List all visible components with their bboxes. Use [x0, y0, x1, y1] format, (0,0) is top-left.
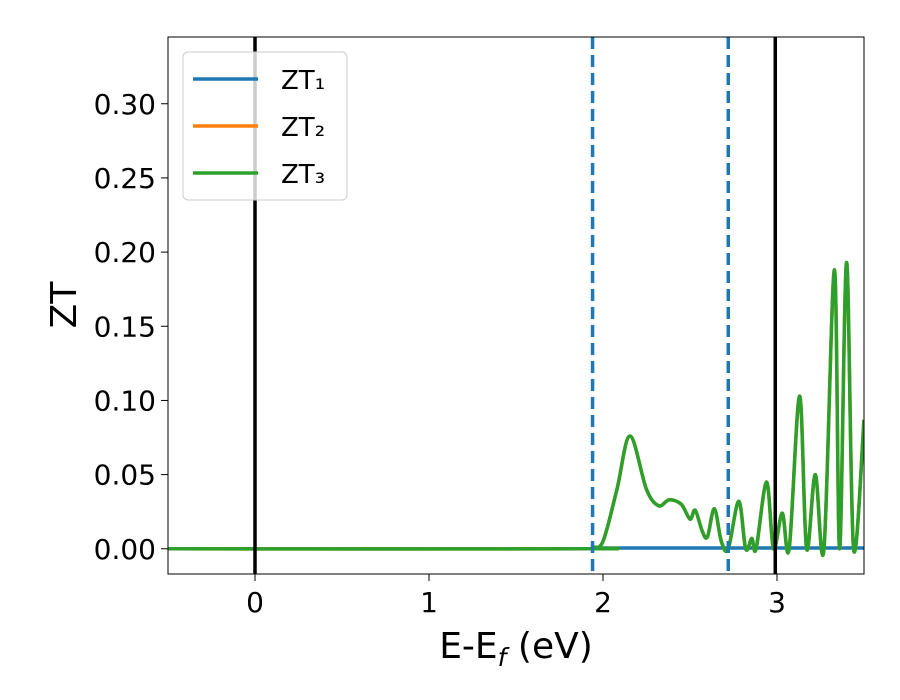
y-tick-label: 0.15 — [94, 310, 156, 343]
x-tick-label: 0 — [246, 586, 264, 619]
x-axis-label-part: (eV) — [506, 626, 592, 667]
legend-box — [182, 51, 348, 201]
plot-frame — [167, 36, 865, 575]
y-axis-label: ZT — [44, 281, 85, 329]
y-tick-label: 0.05 — [94, 459, 156, 492]
x-tick-label: 2 — [594, 586, 612, 619]
y-tick-label: 0.30 — [94, 88, 156, 121]
y-tick-label: 0.00 — [94, 533, 156, 566]
x-axis-label-part: E-E — [439, 626, 497, 667]
x-axis-label: E-Ef (eV) — [439, 626, 593, 672]
legend-label: ZT₃ — [281, 160, 325, 190]
series-line — [168, 260, 864, 558]
y-tick-label: 0.10 — [94, 384, 156, 417]
legend-label: ZT₂ — [281, 113, 325, 143]
y-tick-label: 0.25 — [94, 162, 156, 195]
x-tick-label: 1 — [420, 586, 438, 619]
x-tick-label: 3 — [768, 586, 786, 619]
y-tick-label: 0.20 — [94, 236, 156, 269]
legend-label: ZT₁ — [281, 66, 325, 96]
